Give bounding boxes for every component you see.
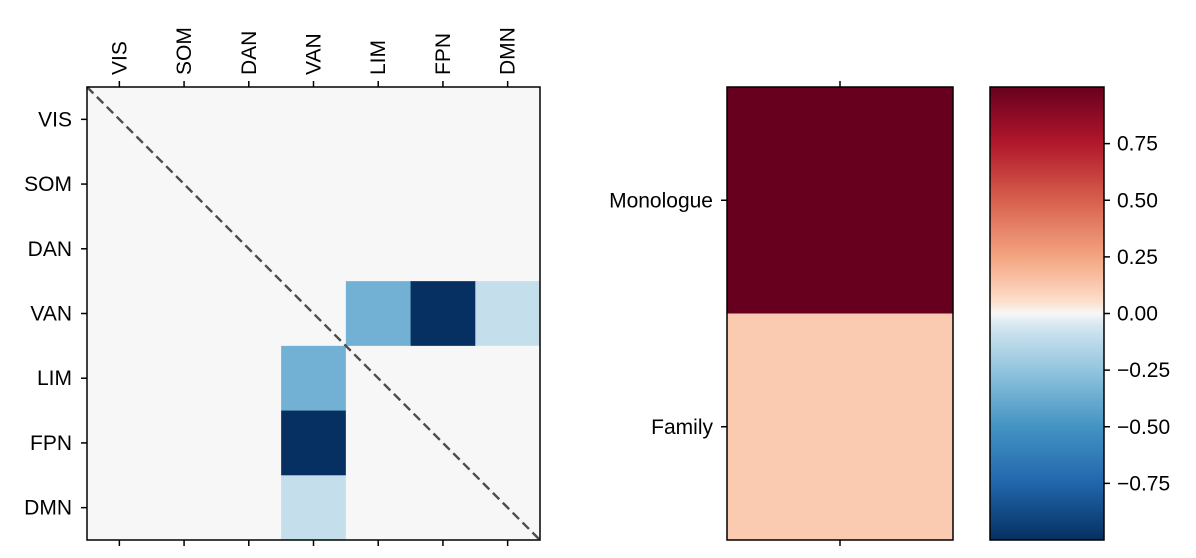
heatmap-cell bbox=[475, 345, 541, 412]
colorbar-tick-label: −0.25 bbox=[1117, 359, 1170, 382]
heatmap-cell bbox=[345, 475, 412, 541]
heatmap-cell bbox=[151, 281, 217, 347]
x-tick-label: LIM bbox=[367, 40, 390, 75]
x-tick-label: DAN bbox=[238, 31, 261, 75]
y-tick-label: DMN bbox=[24, 497, 72, 520]
diagonal-line bbox=[86, 86, 541, 541]
y-tick-label: Monologue bbox=[609, 189, 713, 212]
heatmap-cell bbox=[216, 345, 282, 412]
heatmap-cell bbox=[410, 281, 476, 347]
heatmap-cell bbox=[151, 345, 217, 412]
colorbar-tick-label: 0.50 bbox=[1117, 189, 1158, 212]
heatmap-cell bbox=[281, 216, 347, 282]
heatmap-cell bbox=[87, 281, 153, 347]
heatmap-cell bbox=[475, 281, 541, 347]
x-tick-label: FPN bbox=[432, 33, 455, 75]
y-tick-label: DAN bbox=[28, 238, 72, 261]
heatmap-cell bbox=[410, 475, 476, 541]
condition-cell bbox=[727, 313, 953, 541]
heatmap-cell bbox=[281, 475, 347, 541]
heatmap-cell bbox=[216, 410, 282, 476]
colorbar-tick-label: 0.75 bbox=[1117, 133, 1158, 156]
heatmap-cell bbox=[345, 216, 412, 282]
heatmap-cell bbox=[475, 410, 541, 476]
y-tick-label: VIS bbox=[38, 108, 72, 131]
heatmap-cell bbox=[87, 410, 153, 476]
y-tick-label: VAN bbox=[30, 303, 72, 326]
heatmap-cell bbox=[216, 151, 282, 217]
heatmap-cell bbox=[216, 87, 282, 153]
heatmap-cell bbox=[216, 475, 282, 541]
heatmap-cell bbox=[151, 475, 217, 541]
x-tick-label: VIS bbox=[108, 41, 131, 75]
heatmap-cell bbox=[216, 281, 282, 347]
heatmap-cell bbox=[345, 87, 412, 153]
heatmap-cell bbox=[345, 281, 412, 347]
x-tick-label: DMN bbox=[497, 27, 520, 75]
heatmap-cell bbox=[410, 87, 476, 153]
heatmap-cell bbox=[475, 216, 541, 282]
heatmap-cell bbox=[345, 410, 412, 476]
x-tick-label: SOM bbox=[173, 27, 196, 75]
heatmap-cell bbox=[410, 216, 476, 282]
heatmap-cell bbox=[151, 216, 217, 282]
heatmap-cell bbox=[151, 410, 217, 476]
heatmap-cell bbox=[281, 87, 347, 153]
y-tick-label: SOM bbox=[24, 173, 72, 196]
y-tick-label: FPN bbox=[30, 432, 72, 455]
colorbar-tick-label: 0.00 bbox=[1117, 303, 1158, 326]
heatmap-cell bbox=[87, 475, 153, 541]
heatmap-cell bbox=[281, 410, 347, 476]
condition-heatmap: Monologue Family bbox=[609, 81, 954, 546]
heatmap-cell bbox=[475, 87, 541, 153]
colorbar: 0.75 0.50 0.25 0.00 −0.25 −0.50 −0.75 bbox=[989, 86, 1170, 541]
heatmap-cell bbox=[281, 151, 347, 217]
y-tick-label: LIM bbox=[37, 367, 72, 390]
colorbar-tick-label: −0.75 bbox=[1117, 472, 1170, 495]
heatmap-cell bbox=[410, 151, 476, 217]
colorbar-gradient bbox=[990, 87, 1104, 540]
heatmap-cell bbox=[87, 216, 153, 282]
heatmap-cell bbox=[87, 345, 153, 412]
y-tick-label: Family bbox=[651, 416, 713, 439]
connectivity-heatmap: VIS SOM DAN VAN LIM FPN DMN VIS SOM DAN VAN LIM FPN D… bbox=[24, 27, 541, 546]
heatmap-cell bbox=[410, 345, 476, 412]
x-tick-label: VAN bbox=[303, 33, 326, 75]
heatmap-cell bbox=[475, 151, 541, 217]
heatmap-cell bbox=[151, 87, 217, 153]
condition-cell bbox=[727, 87, 953, 314]
colorbar-tick-label: −0.50 bbox=[1117, 416, 1170, 439]
colorbar-tick-label: 0.25 bbox=[1117, 246, 1158, 269]
heatmap-cell bbox=[281, 345, 347, 412]
heatmap-cell bbox=[87, 151, 153, 217]
heatmap-cell bbox=[345, 151, 412, 217]
